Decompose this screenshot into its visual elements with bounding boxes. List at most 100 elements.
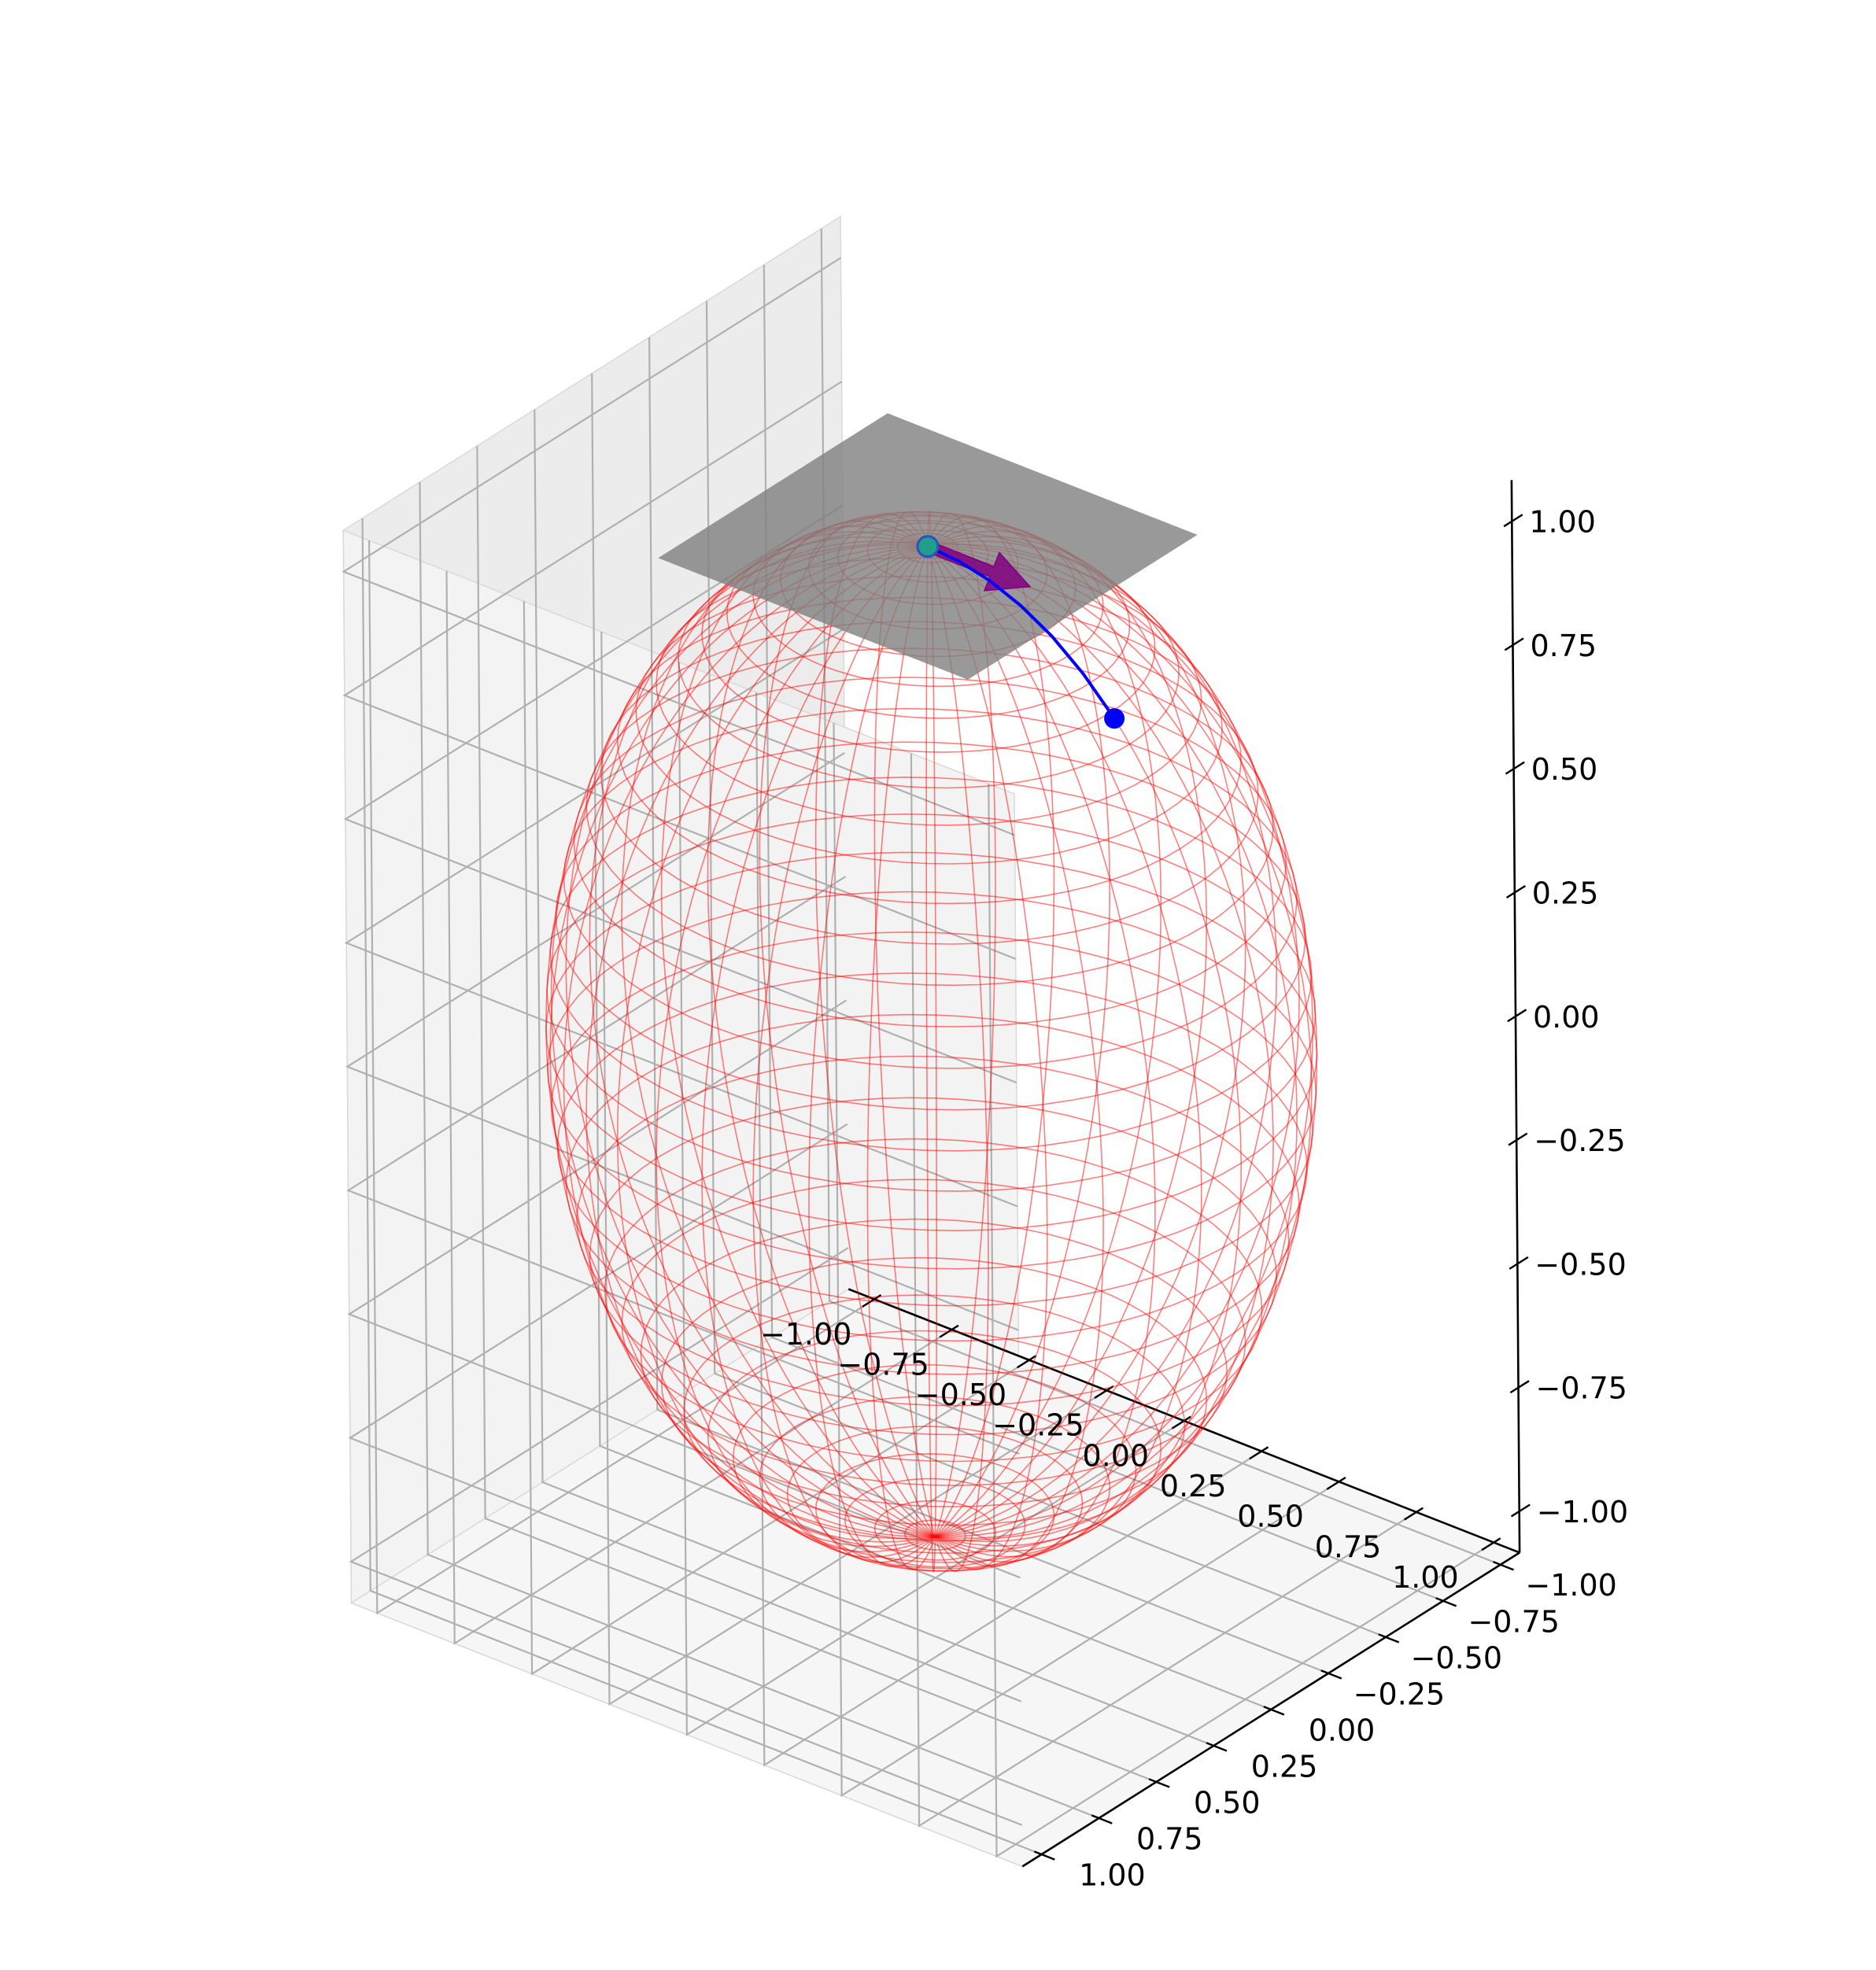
sphere-parallel (604, 1138, 1263, 1463)
y-tick-label: −0.25 (1353, 1677, 1445, 1711)
y-tick-label: −1.00 (1525, 1568, 1616, 1603)
gridline-x (523, 601, 1030, 1676)
x-tick-label: 0.50 (1237, 1500, 1304, 1534)
geodesic-curve (927, 544, 1116, 720)
axes-gridlines (342, 228, 1501, 1858)
x-tick (1326, 1476, 1346, 1490)
end-point (1104, 708, 1125, 729)
x-tick (1094, 1385, 1114, 1399)
z-tick-label: −0.25 (1534, 1123, 1625, 1158)
sphere-parallel (844, 1478, 1026, 1568)
sphere-parallel (573, 677, 1287, 1027)
z-tick-label: −1.00 (1537, 1495, 1628, 1529)
gridline-z (342, 381, 1017, 960)
z-tick-label: −0.75 (1536, 1371, 1627, 1406)
gridline-x (833, 722, 1340, 1798)
z-tick-label: 0.00 (1533, 1000, 1600, 1035)
z-tick (1506, 884, 1526, 898)
z-tick-label: 0.75 (1531, 629, 1597, 663)
y-tick (1263, 1706, 1285, 1716)
gridline-x (600, 631, 1107, 1706)
sphere-parallel (655, 557, 1202, 826)
y-tick (1206, 1742, 1228, 1752)
gridline-y (763, 264, 1444, 1602)
y-tick (1435, 1597, 1457, 1607)
y-tick (1493, 1561, 1514, 1571)
z-tick-label: 0.50 (1531, 752, 1598, 787)
x-tick (1481, 1537, 1501, 1551)
gridline-z (343, 504, 1017, 1084)
x-tick-label: 0.25 (1160, 1469, 1227, 1503)
sphere-parallel (759, 1396, 1111, 1570)
sphere-parallel (707, 1330, 1162, 1554)
y-tick (1033, 1850, 1055, 1861)
sphere-parallel (589, 1097, 1278, 1436)
y-tick (1378, 1633, 1400, 1644)
y-tick-label: −0.50 (1411, 1640, 1502, 1675)
z-tick (1504, 637, 1524, 651)
gridline-y (361, 518, 1043, 1856)
gridline-x (755, 692, 1262, 1767)
gridline-z (346, 876, 1020, 1455)
gridline-x (445, 570, 953, 1645)
sphere-parallel (600, 621, 1259, 945)
gridline-y (419, 481, 1099, 1820)
z-tick (1503, 514, 1523, 528)
sphere-parallel (621, 1179, 1246, 1486)
points-layer (916, 535, 1125, 729)
sphere-parallel (814, 1453, 1055, 1572)
x-tick (1404, 1507, 1424, 1521)
sphere-parallel (546, 891, 1317, 1270)
x-tick-label: −0.75 (837, 1347, 929, 1382)
sphere-parallel (550, 931, 1314, 1307)
gridline-x (988, 784, 1494, 1858)
sphere-parallel (563, 707, 1298, 1069)
x-tick (1249, 1446, 1269, 1460)
sphere-parallel (545, 851, 1318, 1232)
sphere-parallel (678, 541, 1180, 789)
gridline-y (591, 373, 1272, 1710)
x-tick-label: 0.00 (1082, 1438, 1149, 1473)
sphere-parallel (546, 813, 1317, 1192)
x-tick-label: −0.50 (915, 1378, 1006, 1412)
x-tick (1017, 1355, 1036, 1369)
z-tick-label: 0.25 (1532, 876, 1599, 911)
z-tick (1509, 1380, 1530, 1394)
sphere-parallel (616, 596, 1243, 905)
sphere-parallel (576, 1055, 1290, 1407)
gridline-z (345, 751, 1019, 1331)
y-tick (1320, 1669, 1342, 1680)
sphere-parallel (660, 1256, 1208, 1526)
y-tick-label: 1.00 (1079, 1857, 1146, 1892)
sphere-parallel (635, 575, 1223, 865)
sphere-parallel (904, 1519, 966, 1551)
z-tick-label: 1.00 (1529, 505, 1596, 540)
x-tick-label: 0.75 (1315, 1529, 1382, 1564)
sphere-parallel (549, 777, 1313, 1152)
gridline-z (347, 999, 1021, 1579)
y-tick-label: 0.75 (1136, 1821, 1203, 1856)
gridline-y (648, 337, 1329, 1674)
y-tick (1148, 1778, 1170, 1788)
sphere-parallel (732, 1363, 1137, 1563)
sphere-parallel (585, 647, 1274, 987)
sphere-parallel (555, 741, 1306, 1111)
gridline-x (368, 540, 875, 1615)
gridline-x (678, 662, 1185, 1736)
gridline-z (342, 256, 1015, 836)
y-tick-label: −0.75 (1468, 1604, 1559, 1639)
sphere-parallel (556, 972, 1308, 1342)
tick-labels: −1.00−0.75−0.50−0.250.000.250.500.751.00… (760, 505, 1628, 1893)
x-tick-label: −0.25 (992, 1408, 1084, 1443)
sphere-parallel (640, 1218, 1228, 1508)
gridline-y (705, 301, 1387, 1638)
y-tick (1091, 1814, 1113, 1824)
x-tick-label: 1.00 (1392, 1560, 1459, 1595)
z-tick-label: −0.50 (1534, 1247, 1626, 1282)
z-tick (1508, 1132, 1528, 1146)
y-tick-label: 0.00 (1309, 1713, 1376, 1747)
z-tick (1507, 1009, 1527, 1023)
y-tick-label: 0.50 (1194, 1785, 1261, 1820)
geodesic-layer (927, 544, 1116, 720)
